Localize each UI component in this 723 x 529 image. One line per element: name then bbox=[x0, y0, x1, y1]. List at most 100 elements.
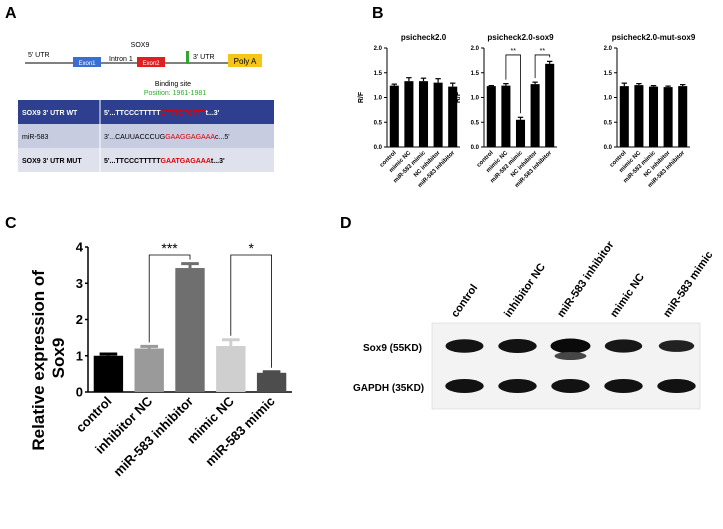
lane-label: miR-583 mimic bbox=[661, 249, 715, 319]
significance-bracket bbox=[534, 54, 551, 79]
bar bbox=[545, 63, 555, 148]
lane-label: inhibitor NC bbox=[502, 261, 548, 319]
sox9-band bbox=[658, 340, 695, 352]
sox9-band bbox=[604, 339, 643, 353]
chart-psicheck2-mut-sox9: psicheck2.0-mut-sox90.00.51.01.52.0contr… bbox=[604, 33, 696, 189]
polya-box bbox=[228, 54, 262, 67]
y-tick-label: 3 bbox=[76, 276, 83, 291]
bar bbox=[418, 81, 429, 147]
exon2-label: Exon2 bbox=[142, 61, 160, 67]
x-tick-label: miR-583 mimic bbox=[202, 394, 277, 469]
y-tick-label: 1.5 bbox=[604, 71, 613, 77]
y-tick-label: 1.0 bbox=[374, 96, 383, 102]
panel-letter-c: C bbox=[5, 215, 17, 232]
y-tick-label: 2.0 bbox=[604, 46, 613, 52]
exon1-box bbox=[73, 57, 101, 67]
row-label-wt: SOX9 3' UTR WT bbox=[22, 110, 78, 117]
gene-diagram: SOX9 5' UTR Exon1 Intron 1 Exon2 3' UTR … bbox=[25, 42, 262, 97]
bar bbox=[134, 348, 164, 392]
significance-bracket bbox=[505, 54, 521, 114]
bar bbox=[175, 268, 205, 392]
y-tick-label: 0.0 bbox=[471, 145, 480, 151]
significance-label: * bbox=[248, 240, 254, 256]
y-tick-label: 2 bbox=[76, 312, 83, 327]
binding-site-marker bbox=[186, 51, 189, 64]
gene-name: SOX9 bbox=[131, 42, 150, 49]
bar bbox=[501, 85, 511, 147]
y-tick-label: 0.5 bbox=[604, 120, 613, 126]
sox9-band bbox=[498, 339, 537, 353]
significance-label: ** bbox=[510, 48, 516, 55]
bar bbox=[530, 84, 540, 147]
bar bbox=[515, 119, 526, 147]
intron1-label: Intron 1 bbox=[109, 56, 133, 63]
bar bbox=[256, 372, 287, 392]
row-label-mut: SOX9 3' UTR MUT bbox=[22, 158, 82, 165]
y-axis-label: R/F bbox=[358, 91, 365, 103]
panel-letter-b: B bbox=[372, 5, 384, 22]
binding-site-label: Binding site bbox=[155, 81, 191, 88]
panel-letter-d: D bbox=[340, 215, 352, 232]
bar bbox=[433, 82, 443, 147]
lane-label: miR-583 inhibitor bbox=[555, 239, 617, 320]
row-label-mir: miR-583 bbox=[22, 134, 49, 141]
y-tick-label: 0 bbox=[76, 385, 83, 400]
y-tick-label: 0.0 bbox=[374, 145, 383, 151]
lane-label: control bbox=[449, 282, 480, 319]
significance-bracket bbox=[230, 254, 272, 368]
sox9-band-lower bbox=[554, 352, 587, 360]
seq-mut: 5'...TTCCCTTTTTGAATGAGAAAt...3' bbox=[104, 158, 225, 165]
significance-label: *** bbox=[161, 240, 178, 256]
bar bbox=[216, 345, 246, 392]
gapdh-band bbox=[604, 379, 643, 393]
bar bbox=[389, 85, 399, 147]
c-ylabel: Relative expression of Sox9 bbox=[29, 265, 68, 450]
y-tick-label: 0.0 bbox=[604, 145, 613, 151]
significance-bracket bbox=[148, 254, 191, 343]
sox9-band bbox=[550, 338, 591, 354]
bar bbox=[663, 87, 673, 147]
gapdh-band bbox=[445, 379, 484, 393]
western-blot: Sox9 (55KD) GAPDH (35KD) control inhibito… bbox=[353, 239, 715, 410]
bar bbox=[648, 86, 659, 147]
bar bbox=[619, 86, 629, 147]
bar bbox=[678, 86, 688, 147]
exon2-box bbox=[137, 57, 165, 67]
panel-letter-a: A bbox=[5, 5, 17, 22]
y-tick-label: 1.0 bbox=[604, 96, 613, 102]
gapdh-band bbox=[498, 379, 537, 393]
y-tick-label: 4 bbox=[76, 240, 84, 255]
y-tick-label: 1.5 bbox=[374, 71, 383, 77]
bar bbox=[634, 85, 644, 147]
utr5-label: 5' UTR bbox=[28, 52, 50, 59]
bar bbox=[448, 86, 458, 147]
utr3-label: 3' UTR bbox=[193, 54, 215, 61]
chart-title: psicheck2.0 bbox=[401, 33, 447, 42]
lane-label: mimic NC bbox=[608, 271, 647, 319]
y-tick-label: 0.5 bbox=[374, 120, 383, 126]
y-tick-label: 0.5 bbox=[471, 120, 480, 126]
table-row-wt bbox=[18, 100, 274, 124]
bar bbox=[404, 81, 414, 147]
y-tick-label: 2.0 bbox=[471, 46, 480, 52]
sox9-band bbox=[445, 339, 484, 353]
blot-background bbox=[431, 322, 701, 410]
table-row-mut bbox=[18, 148, 274, 172]
chart-psicheck2-sox9: psicheck2.0-sox90.00.51.01.52.0R/Fcontro… bbox=[455, 33, 557, 189]
chart-title: psicheck2.0-sox9 bbox=[487, 33, 554, 42]
y-tick-label: 1 bbox=[76, 348, 83, 363]
chart-psicheck2: psicheck2.00.00.51.01.52.0R/Fcontrolmimi… bbox=[358, 33, 460, 189]
polya-label: Poly A bbox=[234, 57, 257, 66]
seq-wt: 5'...TTCCCTTTTTCTTTCTCTTTt...3' bbox=[104, 110, 220, 117]
significance-label: ** bbox=[540, 48, 546, 55]
sequence-table: SOX9 3' UTR WT 5'...TTCCCTTTTTCTTTCTCTTT… bbox=[18, 100, 274, 172]
table-row-mir bbox=[18, 124, 274, 148]
blot-row-label-gapdh: GAPDH (35KD) bbox=[353, 383, 424, 394]
bar bbox=[486, 86, 496, 147]
y-axis-label: R/F bbox=[455, 91, 462, 103]
y-tick-label: 1.5 bbox=[471, 71, 480, 77]
seq-mir: 3'...CAUUACCCUGGAAGGAGAAAc...5' bbox=[104, 134, 230, 141]
y-tick-label: 1.0 bbox=[471, 96, 480, 102]
